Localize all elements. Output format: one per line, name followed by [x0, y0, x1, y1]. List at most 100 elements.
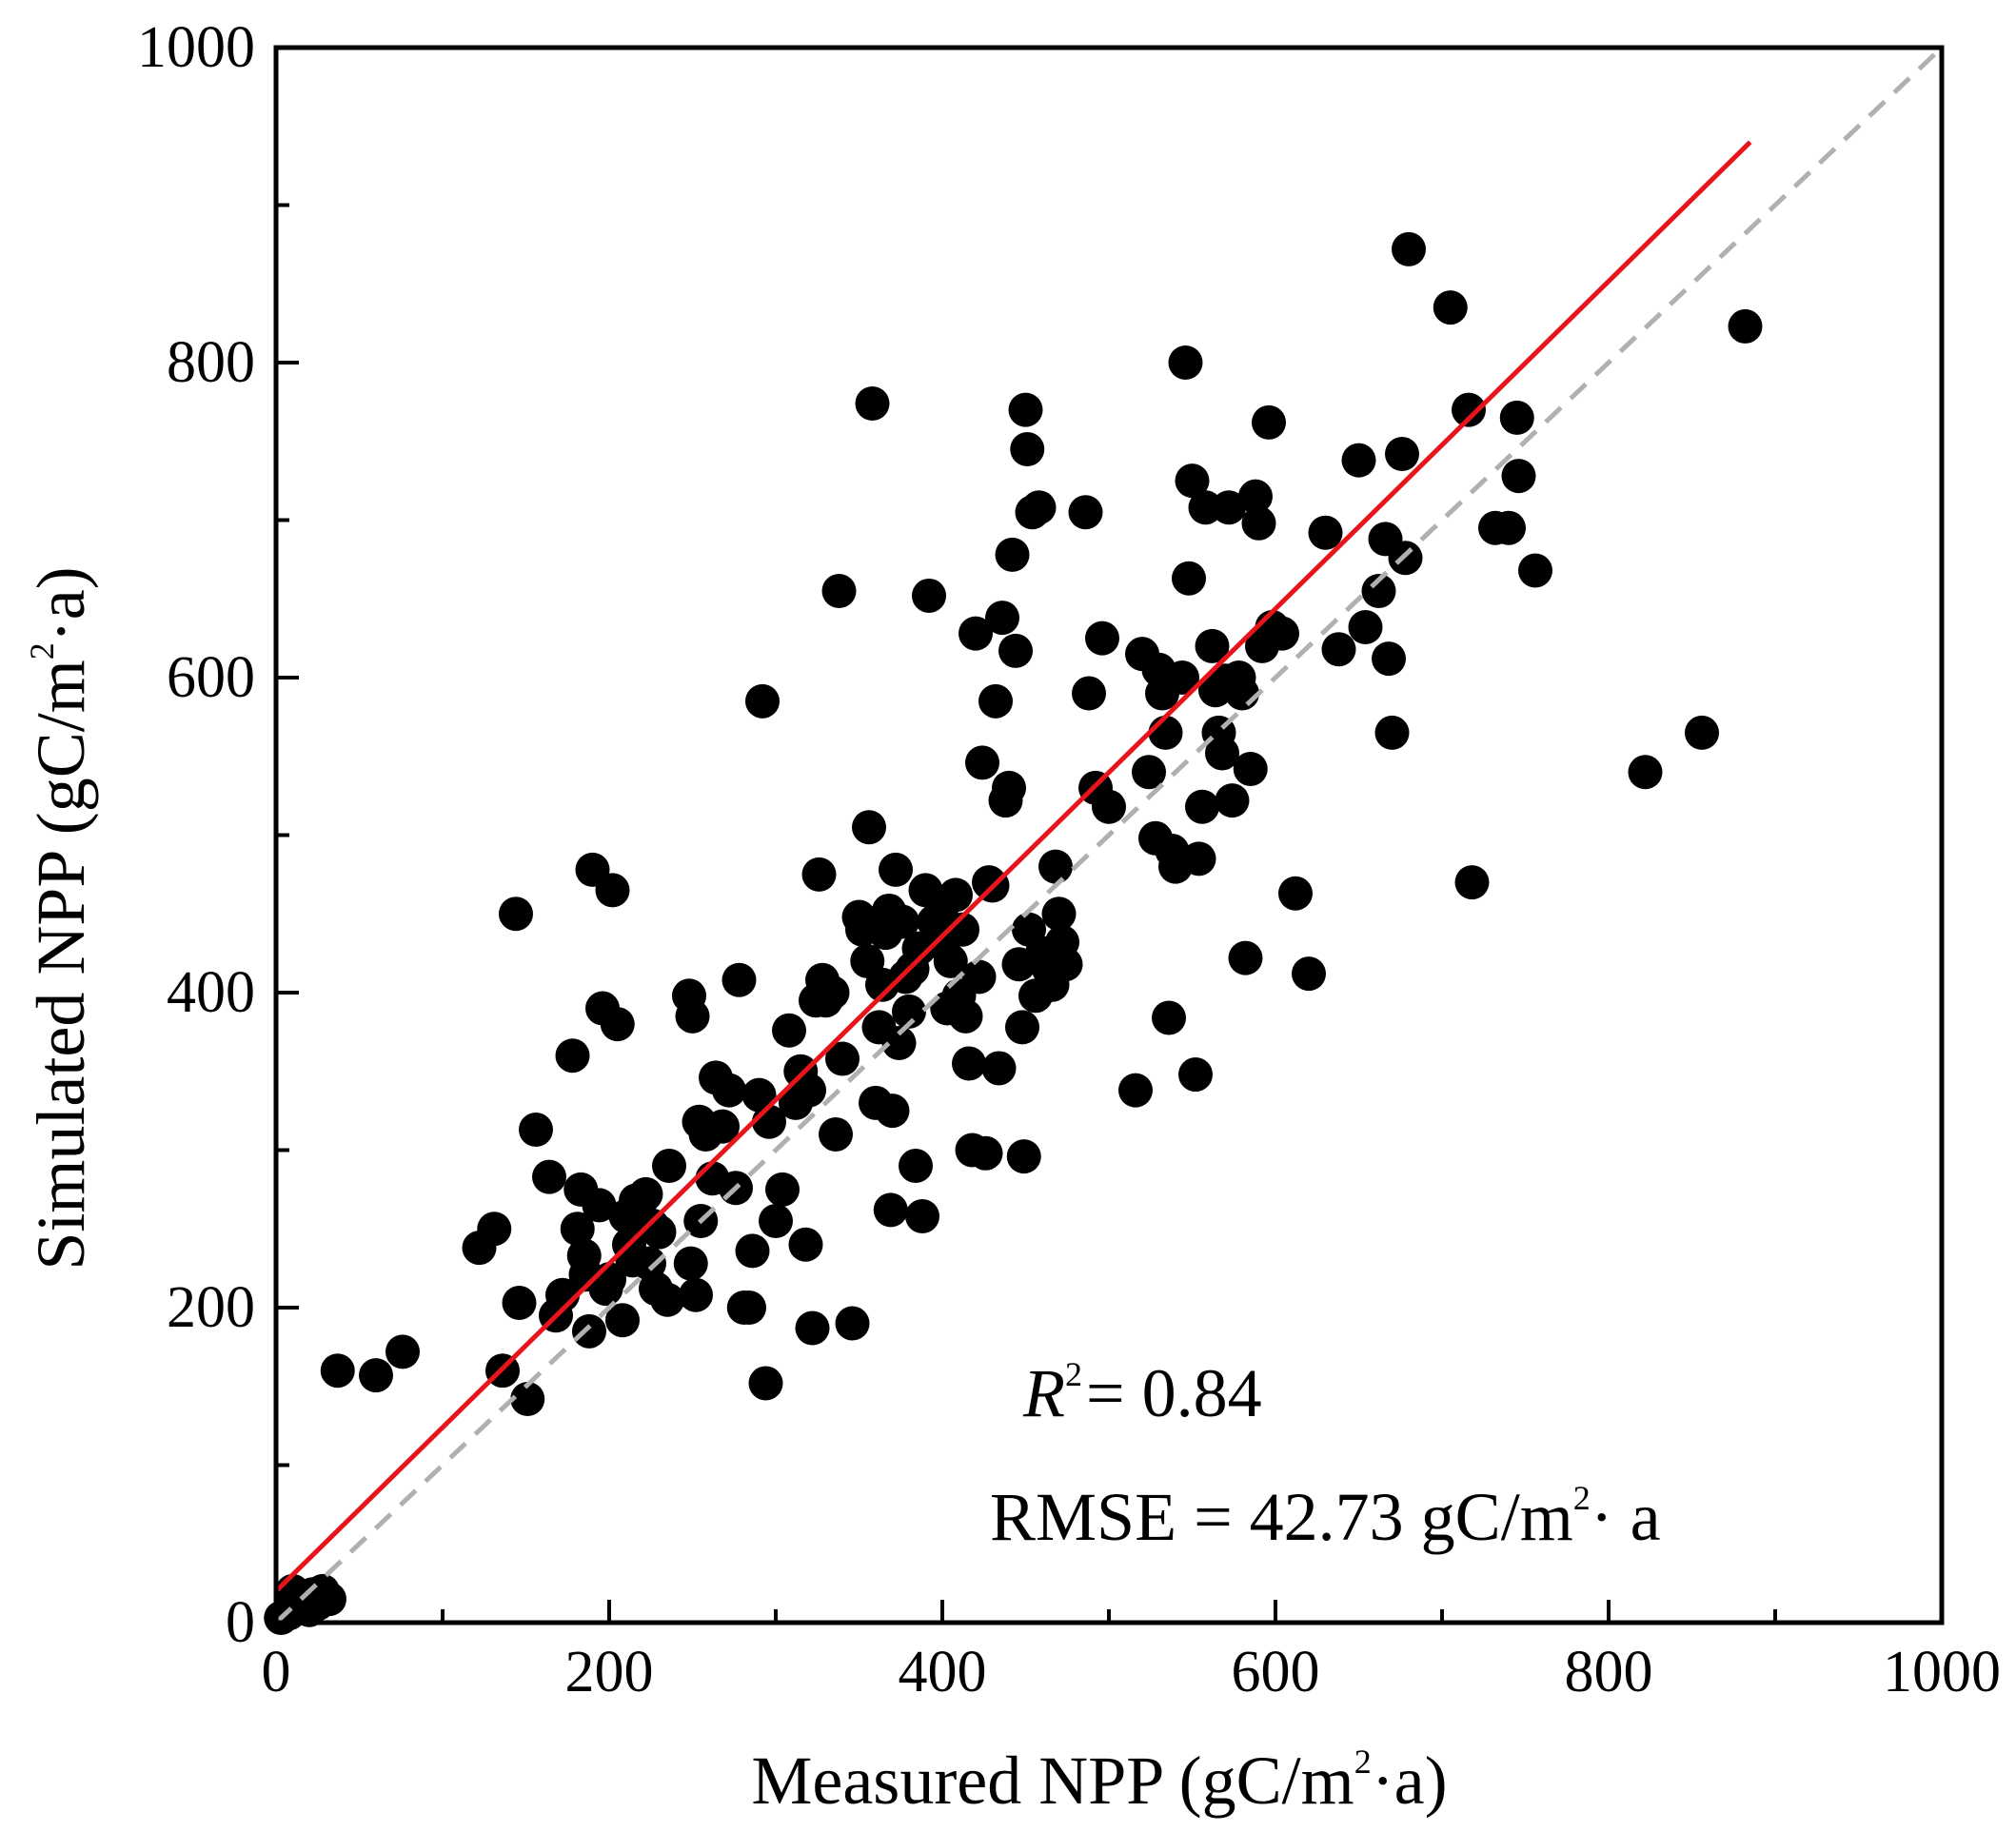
data-point: [510, 1381, 545, 1416]
data-point: [1041, 896, 1077, 932]
data-point: [933, 943, 968, 978]
data-point: [1252, 404, 1286, 440]
data-point: [705, 1109, 740, 1144]
data-point: [1518, 553, 1552, 588]
data-point: [1628, 755, 1663, 790]
data-point: [1168, 345, 1203, 380]
data-point: [1165, 660, 1199, 695]
data-point: [998, 633, 1033, 668]
data-point: [1021, 490, 1057, 525]
data-point: [499, 896, 533, 932]
x-tick-label: 200: [565, 1640, 654, 1704]
data-point: [1392, 231, 1426, 266]
data-point: [881, 1025, 917, 1060]
data-point: [961, 959, 997, 995]
y-tick-label: 1000: [137, 15, 255, 80]
data-point: [359, 1358, 393, 1393]
data-point: [905, 1199, 939, 1234]
data-point: [712, 1073, 746, 1108]
data-point: [1321, 632, 1356, 667]
y-tick-label: 600: [167, 645, 255, 710]
data-point: [748, 1366, 783, 1401]
data-point: [1092, 789, 1126, 824]
data-point: [1278, 876, 1313, 911]
data-point: [1181, 841, 1216, 877]
y-tick-label: 0: [226, 1590, 255, 1655]
data-point: [1501, 459, 1536, 494]
data-point: [385, 1334, 420, 1369]
data-point: [595, 873, 630, 908]
data-point: [735, 1233, 770, 1269]
data-point: [1038, 849, 1073, 884]
data-point: [1348, 610, 1383, 645]
data-point: [1152, 1000, 1186, 1035]
data-point: [1225, 676, 1259, 711]
data-point: [650, 1282, 685, 1317]
data-point: [1308, 515, 1343, 550]
data-point: [652, 1149, 686, 1184]
data-point: [572, 1313, 606, 1349]
data-point: [1132, 755, 1166, 790]
identity-line: [274, 46, 1944, 1625]
data-point: [628, 1176, 663, 1211]
data-point: [995, 537, 1030, 572]
x-tick-label: 600: [1232, 1640, 1320, 1704]
data-point: [1205, 736, 1239, 771]
data-point: [1068, 495, 1103, 530]
data-point: [1185, 789, 1219, 824]
data-point: [1372, 641, 1406, 677]
data-point: [815, 975, 850, 1010]
data-point: [605, 1303, 640, 1338]
data-point: [948, 998, 983, 1034]
data-point: [1212, 490, 1246, 525]
data-point: [1685, 715, 1719, 750]
data-point: [532, 1159, 566, 1194]
data-point: [1085, 621, 1119, 656]
data-point: [732, 1290, 766, 1325]
data-point: [1010, 432, 1045, 467]
data-point: [795, 1310, 830, 1346]
data-point: [679, 1277, 713, 1312]
data-point: [1178, 1057, 1213, 1093]
data-point: [1385, 436, 1419, 471]
y-axis-title: Simulated NPP (gC/m2·a): [23, 566, 99, 1270]
data-point: [555, 1038, 590, 1074]
y-tick-label: 200: [167, 1275, 255, 1340]
plot-frame: [273, 45, 1945, 1625]
data-point: [819, 1116, 853, 1152]
data-point: [600, 1007, 635, 1042]
data-point: [873, 1192, 908, 1228]
data-point: [912, 578, 946, 613]
data-point: [1072, 676, 1106, 711]
data-point: [965, 745, 999, 780]
data-point: [1374, 715, 1410, 750]
data-point: [765, 1172, 800, 1207]
data-point: [1341, 443, 1376, 478]
data-point: [642, 1214, 677, 1250]
data-point: [1728, 308, 1763, 344]
data-point: [560, 1211, 595, 1247]
data-point: [825, 1041, 860, 1076]
data-point: [892, 994, 926, 1029]
data-point: [968, 1135, 1003, 1171]
data-point: [1238, 479, 1273, 514]
data-point: [978, 683, 1013, 719]
data-point: [1492, 510, 1526, 545]
data-point: [1233, 751, 1268, 786]
data-point: [582, 1188, 617, 1223]
x-tick-label: 1000: [1883, 1640, 2001, 1704]
data-point: [1005, 1010, 1039, 1045]
data-point: [1361, 573, 1396, 608]
data-point: [1172, 561, 1206, 596]
data-point: [1241, 505, 1276, 541]
data-point: [885, 904, 919, 939]
data-point: [1433, 290, 1468, 325]
data-point: [1148, 715, 1183, 750]
data-point: [1118, 1073, 1153, 1108]
x-tick-label: 400: [899, 1640, 987, 1704]
data-point: [875, 1093, 910, 1129]
rmse-annotation: RMSE = 42.73 gC/m2· a: [990, 1479, 1661, 1555]
x-axis-title: Measured NPP (gC/m2·a): [751, 1743, 1447, 1819]
data-point: [477, 1211, 512, 1247]
